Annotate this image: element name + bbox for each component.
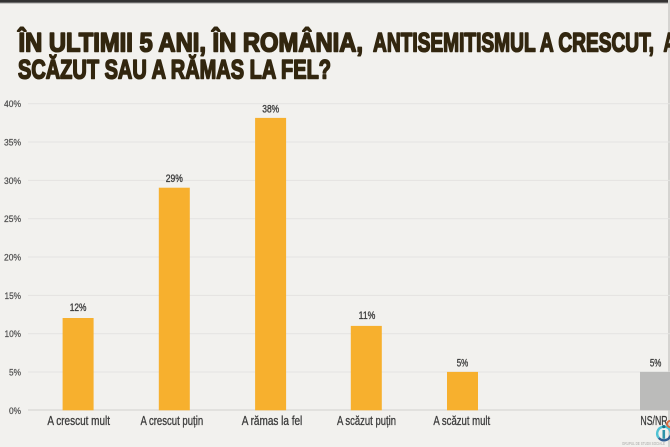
svg-text:SCĂZUT SAU A RĂMAS LA FEL?: SCĂZUT SAU A RĂMAS LA FEL? <box>18 54 331 84</box>
svg-text:38%: 38% <box>262 104 279 116</box>
svg-text:A rămas la fel: A rămas la fel <box>242 414 303 428</box>
svg-text:12%: 12% <box>70 302 87 314</box>
svg-text:35%: 35% <box>4 137 21 148</box>
svg-text:5%: 5% <box>457 357 469 369</box>
svg-text:ANTISEMITISMUL A CRESCUT,: ANTISEMITISMUL A CRESCUT, <box>373 28 654 58</box>
svg-text:25%: 25% <box>4 214 21 225</box>
svg-text:NS/NR: NS/NR <box>640 414 667 428</box>
svg-text:A: A <box>664 28 670 58</box>
svg-text:40%: 40% <box>4 99 21 110</box>
svg-text:A scăzut puțin: A scăzut puțin <box>337 414 396 428</box>
svg-text:A crescut mult: A crescut mult <box>47 414 110 428</box>
svg-text:GRUPUL DE STUDII SOCIALE: GRUPUL DE STUDII SOCIALE <box>622 441 665 447</box>
svg-text:A scăzut mult: A scăzut mult <box>433 414 490 428</box>
svg-text:11%: 11% <box>359 310 376 322</box>
svg-text:5%: 5% <box>9 367 21 378</box>
svg-text:5%: 5% <box>650 357 662 369</box>
svg-text:20%: 20% <box>4 252 21 263</box>
svg-text:29%: 29% <box>166 173 183 185</box>
svg-text:10%: 10% <box>5 329 22 340</box>
svg-text:30%: 30% <box>4 176 21 187</box>
svg-text:0%: 0% <box>9 406 21 417</box>
svg-text:ÎN ULTIMII 5 ANI, ÎN ROMÂNIA,: ÎN ULTIMII 5 ANI, ÎN ROMÂNIA, <box>17 28 363 58</box>
svg-text:A crescut puțin: A crescut puțin <box>140 414 203 428</box>
svg-text:15%: 15% <box>5 291 22 302</box>
